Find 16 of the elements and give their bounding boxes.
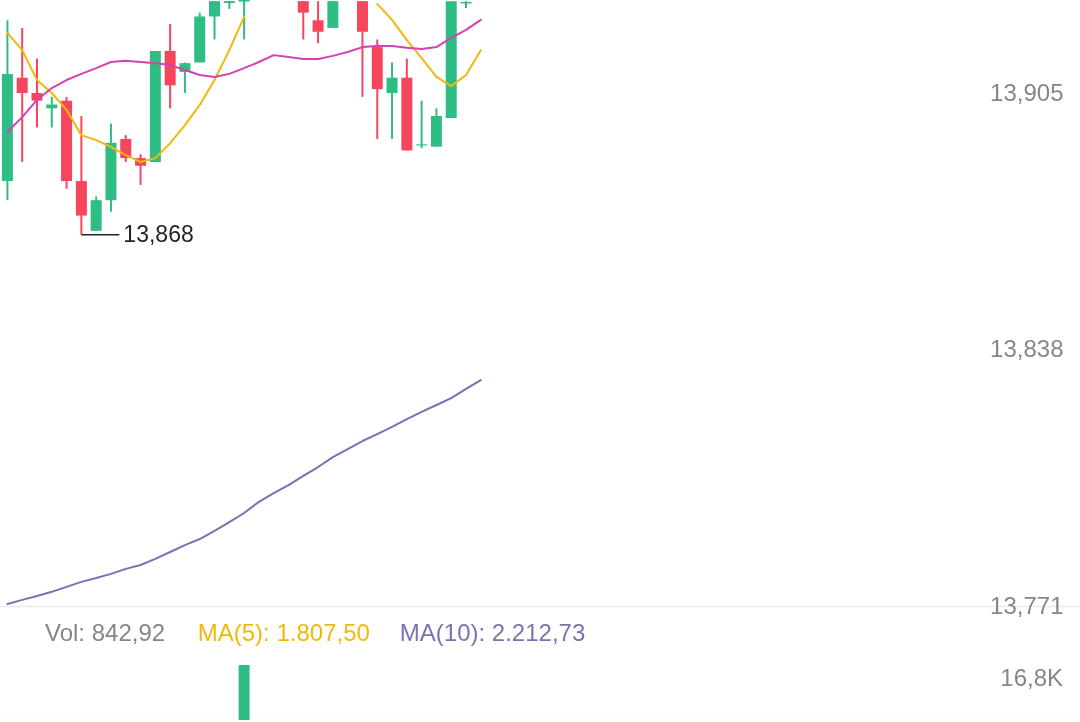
y-tick-label: 13,771 — [990, 591, 1064, 619]
candlestick — [209, 0, 221, 41]
candlestick — [386, 61, 398, 140]
legend-label: MA(5): 1.807,50 — [197, 619, 370, 646]
candlestick — [238, 0, 250, 41]
annotation: 16,8K — [1000, 664, 1063, 691]
chart-title: Vol: 842,92 — [45, 619, 166, 646]
y-tick-label: 13,905 — [990, 78, 1064, 106]
annotation: 13,868 — [123, 220, 194, 247]
line-series — [6, 18, 482, 134]
line-series — [6, 379, 482, 606]
candlestick — [312, 0, 324, 45]
candlestick — [16, 26, 28, 163]
y-tick-label: 13,838 — [990, 335, 1064, 363]
candlestick — [297, 0, 309, 41]
legend-label: MA(10): 2.212,73 — [399, 619, 586, 646]
